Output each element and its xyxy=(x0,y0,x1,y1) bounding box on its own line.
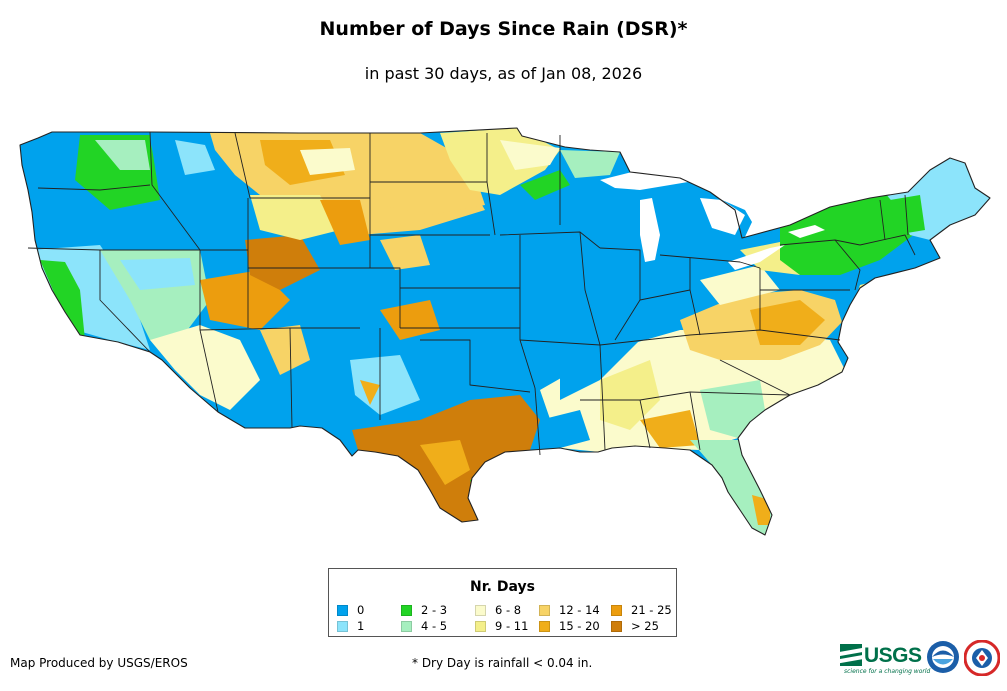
conus-dsr-map xyxy=(19,127,991,536)
lake-ontario xyxy=(788,225,825,238)
dry-day-footnote: * Dry Day is rainfall < 0.04 in. xyxy=(412,656,593,670)
legend-label: 2 - 3 xyxy=(421,603,448,617)
legend-swatch xyxy=(337,620,348,632)
legend-label: 12 - 14 xyxy=(559,603,600,617)
legend-label: > 25 xyxy=(631,619,659,633)
legend-title: Nr. Days xyxy=(470,579,535,595)
legend-swatch xyxy=(539,604,550,616)
credit-text: Map Produced by USGS/EROS xyxy=(10,656,188,670)
map-title: Number of Days Since Rain (DSR)* xyxy=(319,18,688,40)
lake-huron xyxy=(700,198,745,235)
legend-item: 9 - 11 xyxy=(475,619,528,633)
lake-michigan xyxy=(640,198,660,262)
legend-label: 6 - 8 xyxy=(495,603,522,617)
legend-swatch xyxy=(475,604,486,616)
legend-label: 0 xyxy=(357,603,365,617)
usgs-tagline: science for a changing world xyxy=(844,668,931,675)
usgs-wave-icon xyxy=(840,644,862,666)
legend-item: 21 - 25 xyxy=(611,603,672,617)
legend-item: > 25 xyxy=(611,619,659,633)
legend-item: 4 - 5 xyxy=(401,619,447,633)
legend-label: 4 - 5 xyxy=(421,619,448,633)
legend-item: 0 xyxy=(337,603,364,617)
legend-swatch xyxy=(337,604,348,616)
legend-item: 2 - 3 xyxy=(401,603,447,617)
legend-item: 12 - 14 xyxy=(539,603,600,617)
map-subtitle: in past 30 days, as of Jan 08, 2026 xyxy=(364,64,643,83)
legend-swatch xyxy=(475,620,486,632)
lake-superior xyxy=(600,170,700,190)
legend-swatch xyxy=(611,604,622,616)
legend-label: 15 - 20 xyxy=(559,619,600,633)
legend-swatch xyxy=(401,604,412,616)
noaa-logo-icon xyxy=(927,641,959,673)
legend-swatch xyxy=(401,620,412,632)
legend-swatch xyxy=(539,620,550,632)
agency-logos: USGS science for a changing world xyxy=(840,640,1002,680)
legend-item: 1 xyxy=(337,619,364,633)
legend-label: 21 - 25 xyxy=(631,603,672,617)
legend-item: 6 - 8 xyxy=(475,603,521,617)
legend-label: 9 - 11 xyxy=(495,619,529,633)
legend-item: 15 - 20 xyxy=(539,619,600,633)
state-boundaries xyxy=(19,127,991,536)
lake-erie xyxy=(728,245,785,270)
usgs-logo-text: USGS xyxy=(864,643,922,667)
usgs-logo: USGS xyxy=(840,644,922,666)
legend-label: 1 xyxy=(357,619,365,633)
legend-swatch xyxy=(611,620,622,632)
map-legend: Nr. Days 0 1 2 - 3 4 - 5 6 - 8 9 - 11 12 - 14 1… xyxy=(328,568,677,637)
nws-logo-icon xyxy=(964,640,1000,676)
